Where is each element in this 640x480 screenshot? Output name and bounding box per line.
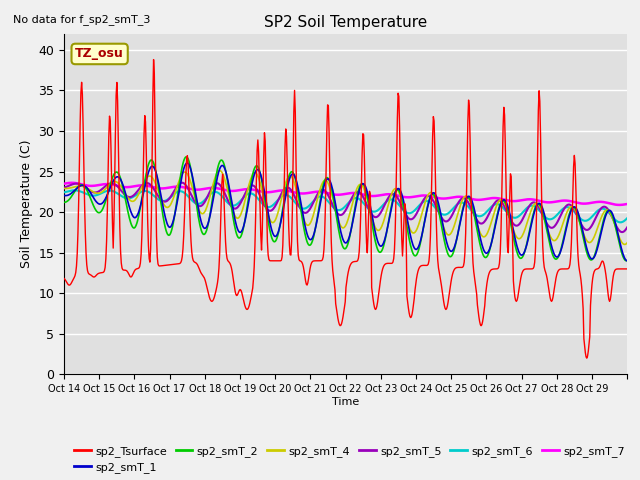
Title: SP2 Soil Temperature: SP2 Soil Temperature	[264, 15, 428, 30]
Text: TZ_osu: TZ_osu	[76, 48, 124, 60]
Text: No data for f_sp2_smT_3: No data for f_sp2_smT_3	[13, 14, 150, 25]
Y-axis label: Soil Temperature (C): Soil Temperature (C)	[20, 140, 33, 268]
X-axis label: Time: Time	[332, 397, 359, 407]
Legend: sp2_Tsurface, sp2_smT_1, sp2_smT_2, sp2_smT_4, sp2_smT_5, sp2_smT_6, sp2_smT_7: sp2_Tsurface, sp2_smT_1, sp2_smT_2, sp2_…	[70, 441, 629, 478]
